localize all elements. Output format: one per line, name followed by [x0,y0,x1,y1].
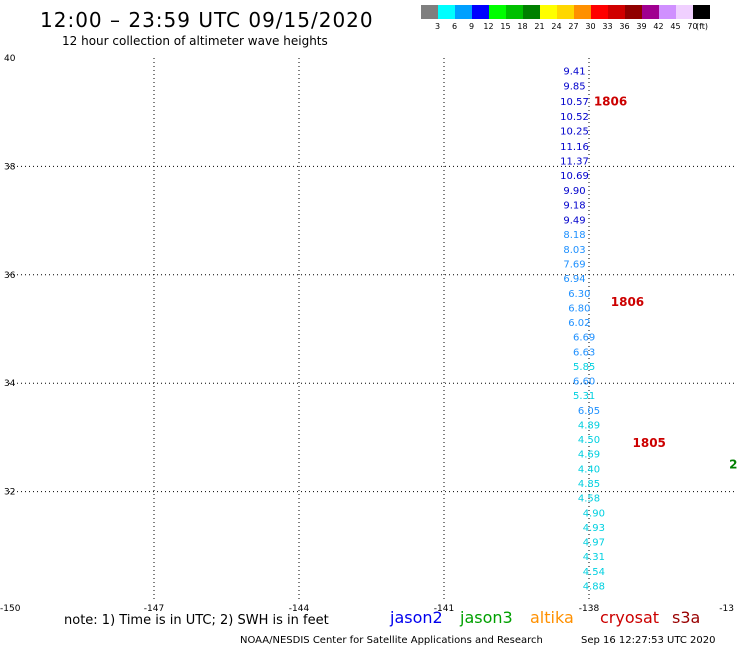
swh-data-label: 9.85 [563,82,585,93]
scale-swatch [421,5,438,19]
scale-label: 36 [619,22,630,31]
scale-swatch [693,5,710,19]
swh-data-label: 6.69 [573,333,595,344]
swh-data-label: 9.49 [563,216,585,227]
scale-label: 70 [687,22,698,31]
scale-swatch [523,5,540,19]
swh-data-label: 8.18 [563,230,585,241]
scale-swatch [574,5,591,19]
swh-data-label: 10.57 [560,97,589,108]
scale-swatch [608,5,625,19]
x-tick-label: -147 [144,604,164,614]
swh-data-label: 4.89 [578,420,600,431]
x-tick-label: -150 [0,604,21,614]
footer-note: note: 1) Time is in UTC; 2) SWH is in fe… [64,613,329,628]
swh-data-label: 4.40 [578,464,600,475]
scale-label: 12 [483,22,494,31]
satellite-label-jason2: jason2 [390,608,443,627]
scale-label: 39 [636,22,647,31]
swh-data-label: 7.69 [563,260,585,271]
swh-data-label: 4.54 [583,567,605,578]
scale-swatch [540,5,557,19]
x-tick-label: -144 [289,604,310,614]
swh-data-label: 4.58 [578,494,600,505]
scale-label: 45 [670,22,681,31]
swh-data-label: 9.90 [563,186,585,197]
swh-data-label: 5.31 [573,391,595,402]
swh-data-label: 4.97 [583,538,605,549]
scale-label: 21 [534,22,545,31]
chart-subtitle: 12 hour collection of altimeter wave hei… [62,34,328,48]
scale-swatch [489,5,506,19]
scale-swatch [642,5,659,19]
swh-data-label: 10.25 [560,127,589,138]
swh-data-label: 6.94 [563,274,585,285]
swh-data-label: 4.90 [583,508,605,519]
scale-label: 42 [653,22,664,31]
swh-data-label: 10.69 [560,171,589,182]
swh-data-label: 6.05 [578,406,600,417]
scale-label: 18 [517,22,528,31]
scale-swatch [625,5,642,19]
swh-data-label: 4.69 [578,450,600,461]
swh-data-label: 6.30 [568,289,590,300]
x-tick-label: -13 [719,604,734,614]
satellite-label-s3a: s3a [672,608,701,627]
scale-swatch [591,5,608,19]
scale-label: 15 [500,22,511,31]
swh-data-label: 6.60 [573,377,595,388]
swh-data-label: 10.52 [560,112,589,123]
swh-data-label: 4.50 [578,435,600,446]
scale-swatch [455,5,472,19]
swh-data-label: 8.03 [563,245,585,256]
swh-data-label: 6.63 [573,347,595,358]
scale-label: 30 [585,22,596,31]
y-tick-label: 34 [4,379,16,389]
scale-swatch [659,5,676,19]
y-tick-label: 36 [4,271,16,281]
satellite-label-altika: altika [530,608,574,627]
pass-time-annotation: 1805 [633,436,666,450]
swh-data-label: 4.85 [578,479,600,490]
scale-label: 6 [451,22,458,31]
x-tick-label: -138 [579,604,600,614]
y-tick-label: 40 [4,54,16,64]
satellite-label-cryosat: cryosat [600,608,660,627]
scale-label: 27 [568,22,579,31]
swh-data-label: 9.41 [563,67,585,78]
scale-swatch [557,5,574,19]
scale-label: 3 [434,22,441,31]
chart-title: 12:00 – 23:59 UTC 09/15/2020 [40,8,374,32]
swh-data-label: 9.18 [563,200,585,211]
scale-swatch [676,5,693,19]
swh-data-label: 5.85 [573,362,595,373]
satellite-label-jason3: jason3 [460,608,513,627]
scale-swatch [438,5,455,19]
swh-data-label: 4.88 [583,581,605,592]
scale-label: 24 [551,22,562,31]
pass-time-annotation: 1806 [594,94,627,108]
y-tick-label: 38 [4,162,16,172]
swh-data-label: 6.02 [568,318,590,329]
generated-timestamp: Sep 16 12:27:53 UTC 2020 [581,635,716,646]
swh-data-label: 4.93 [583,523,605,534]
credit-line: NOAA/NESDIS Center for Satellite Applica… [240,635,543,646]
pass-time-annotation: 2 [729,458,737,472]
scale-swatch [472,5,489,19]
pass-time-annotation: 1806 [611,295,644,309]
scale-label: 9 [468,22,475,31]
scale-unit-label: (ft) [696,22,709,31]
swh-data-label: 6.80 [568,303,590,314]
swh-data-label: 4.31 [583,552,605,563]
y-tick-label: 32 [4,488,15,498]
swh-data-label: 11.16 [560,142,589,153]
scale-swatch [506,5,523,19]
scale-label: 33 [602,22,613,31]
swh-data-label: 11.37 [560,157,589,168]
x-tick-label: -141 [434,604,454,614]
